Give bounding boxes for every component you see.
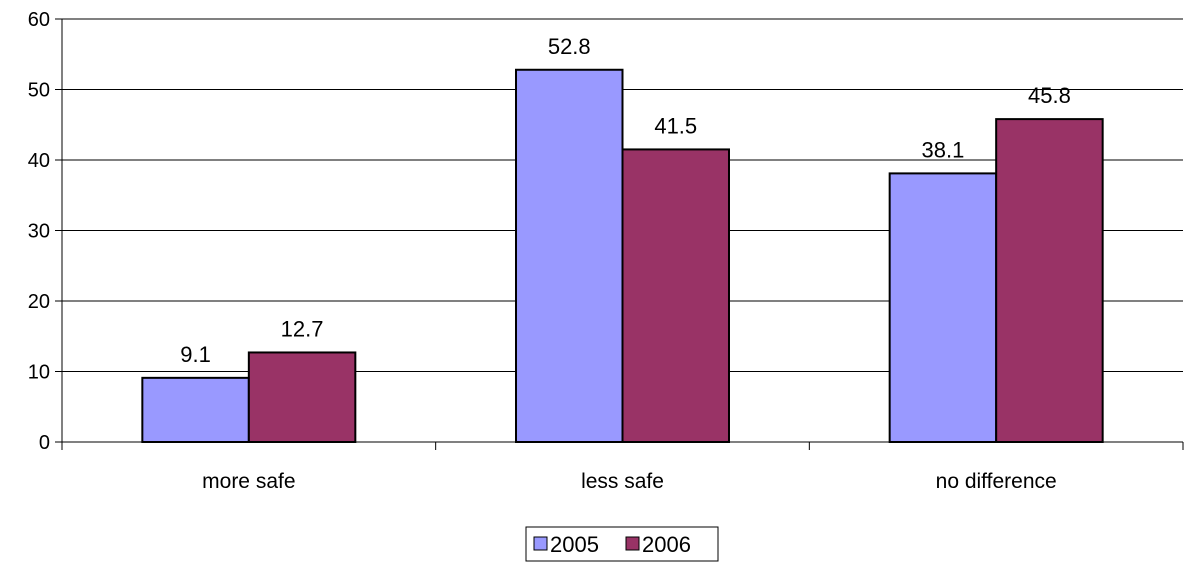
y-tick-label: 0 — [39, 432, 50, 454]
y-tick-label: 40 — [28, 150, 50, 172]
legend-label: 2006 — [642, 532, 691, 557]
y-tick-label: 10 — [28, 362, 50, 384]
legend-label: 2005 — [550, 532, 599, 557]
y-tick-label: 30 — [28, 221, 50, 243]
y-tick-label: 20 — [28, 291, 50, 313]
bar-2005-no-difference — [888, 172, 998, 444]
bar-2006-less-safe — [621, 148, 730, 444]
data-label: 12.7 — [281, 316, 324, 341]
legend-swatch-2006 — [625, 536, 640, 551]
legend-swatch-2005 — [533, 536, 548, 551]
legend: 2005 2006 — [525, 526, 719, 562]
y-tick-label: 60 — [28, 9, 50, 31]
bar-2006-more-safe — [247, 351, 357, 443]
bar-2005-less-safe — [515, 68, 624, 443]
legend-box — [525, 526, 719, 562]
data-label: 45.8 — [1028, 83, 1071, 108]
category-label: more safe — [202, 470, 295, 493]
data-label: 41.5 — [654, 113, 697, 138]
y-tick-label: 50 — [28, 80, 50, 102]
category-label: no difference — [936, 470, 1057, 493]
category-label: less safe — [581, 470, 664, 493]
data-label: 52.8 — [548, 34, 591, 59]
data-label: 38.1 — [922, 137, 965, 162]
data-label: 9.1 — [180, 342, 211, 367]
bars — [141, 68, 1104, 444]
bar-2005-more-safe — [141, 376, 250, 443]
bar-2006-no-difference — [995, 118, 1104, 444]
data-labels: 9.1 12.7 52.8 41.5 38.1 45.8 — [180, 34, 1071, 367]
